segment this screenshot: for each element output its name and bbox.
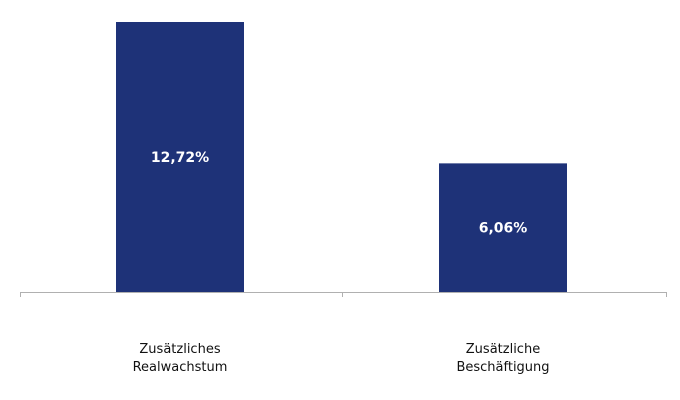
category-label-2-line-2: Beschäftigung	[456, 360, 549, 375]
bar-2	[439, 163, 567, 292]
category-label-1: Zusätzliches Realwachstum	[133, 342, 228, 375]
category-label-1-line-2: Realwachstum	[133, 360, 228, 375]
category-label-2-line-1: Zusätzliche	[466, 342, 540, 357]
bars-group	[116, 22, 567, 292]
bar-1	[116, 22, 244, 292]
x-axis	[20, 292, 667, 297]
data-label-1: 12,72%	[151, 150, 209, 166]
category-label-2: Zusätzliche Beschäftigung	[456, 342, 549, 375]
labels-group: 12,72%6,06%Zusätzliches RealwachstumZusät…	[133, 150, 550, 375]
category-label-1-line-1: Zusätzliches	[139, 342, 220, 357]
data-label-2: 6,06%	[479, 221, 528, 237]
